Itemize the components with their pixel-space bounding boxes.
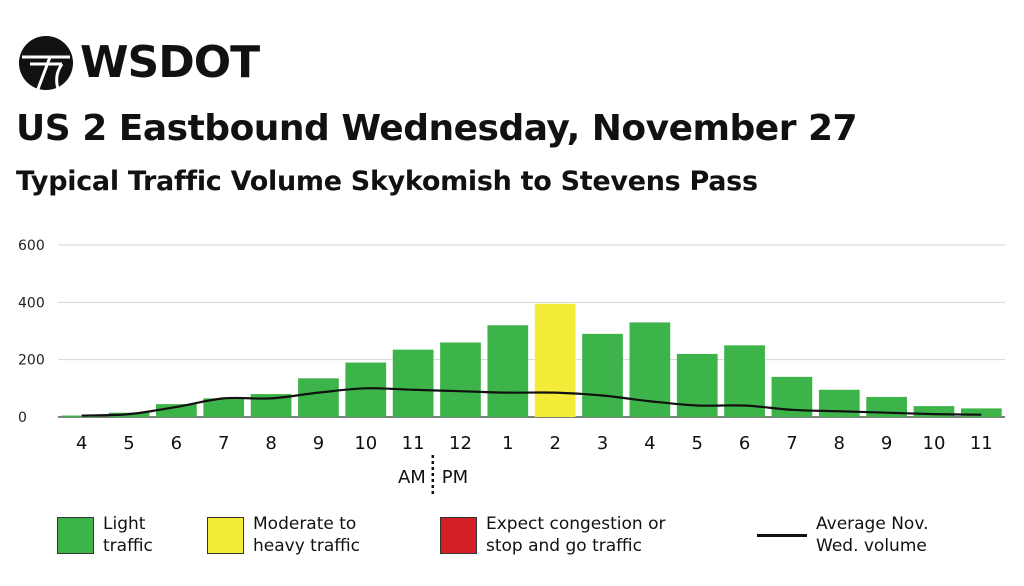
chart-title: US 2 Eastbound Wednesday, November 27 [16,108,858,149]
y-tick-label: 400 [18,295,45,311]
x-tick-label: 4 [76,433,87,454]
x-tick-label: 3 [597,433,608,454]
x-tick-label: 6 [739,433,750,454]
x-tick-label: 1 [502,433,513,454]
bar [203,398,245,417]
y-tick-label: 200 [18,353,45,369]
chart-subtitle: Typical Traffic Volume Skykomish to Stev… [16,166,758,197]
x-tick-label: 9 [313,433,324,454]
legend-light-label: Light traffic [103,514,153,556]
legend-average-label: Average Nov. Wed. volume [816,514,929,556]
bar [392,349,434,417]
x-tick-label: 10 [923,433,946,454]
x-tick-label: 12 [449,433,472,454]
am-label: AM [398,467,426,488]
wsdot-logo: WSDOT [18,33,260,93]
y-tick-label: 600 [18,238,45,254]
bar [534,303,576,417]
wsdot-logo-icon [19,36,73,90]
bar [582,333,623,417]
bar [676,353,718,417]
x-tick-label: 6 [171,433,182,454]
bar [818,389,860,417]
x-tick-label: 11 [402,433,425,454]
x-axis-ticks: 4 5 6 7 8 9 10 11 12 1 2 3 4 5 6 7 8 9 10 11 [76,433,993,454]
x-tick-label: 10 [354,433,377,454]
bar [913,406,955,417]
x-tick-label: 5 [123,433,134,454]
bar [440,342,481,417]
bar [960,408,1002,417]
average-line-swatch [757,533,807,537]
congestion-swatch [440,516,477,554]
y-tick-label: 0 [18,410,27,426]
x-tick-label: 9 [881,433,892,454]
legend-light: Light traffic [57,513,153,557]
bar [156,404,197,417]
x-tick-label: 5 [691,433,702,454]
legend-congestion: Expect congestion or stop and go traffic [440,513,665,557]
average-volume-line [81,387,982,417]
x-tick-label: 8 [265,433,276,454]
x-tick-label: 8 [834,433,845,454]
x-tick-label: 4 [644,433,655,454]
x-tick-label: 7 [786,433,797,454]
x-tick-label: 11 [970,433,993,454]
legend-congestion-label: Expect congestion or stop and go traffic [486,514,666,556]
bar [250,394,292,417]
legend-average: Average Nov. Wed. volume [757,513,928,557]
y-axis-ticks: 0 200 400 600 [18,238,45,426]
grid-lines [58,244,1005,418]
light-traffic-swatch [57,516,94,554]
brand-name: WSDOT [80,37,260,88]
moderate-traffic-swatch [207,516,244,554]
legend-moderate: Moderate to heavy traffic [207,513,360,557]
pm-label: PM [442,467,468,488]
x-tick-label: 7 [218,433,229,454]
bars [61,303,1002,417]
legend-moderate-label: Moderate to heavy traffic [253,514,361,556]
bar [298,378,339,417]
x-tick-label: 2 [549,433,560,454]
bar [61,415,103,417]
bar [487,325,529,417]
